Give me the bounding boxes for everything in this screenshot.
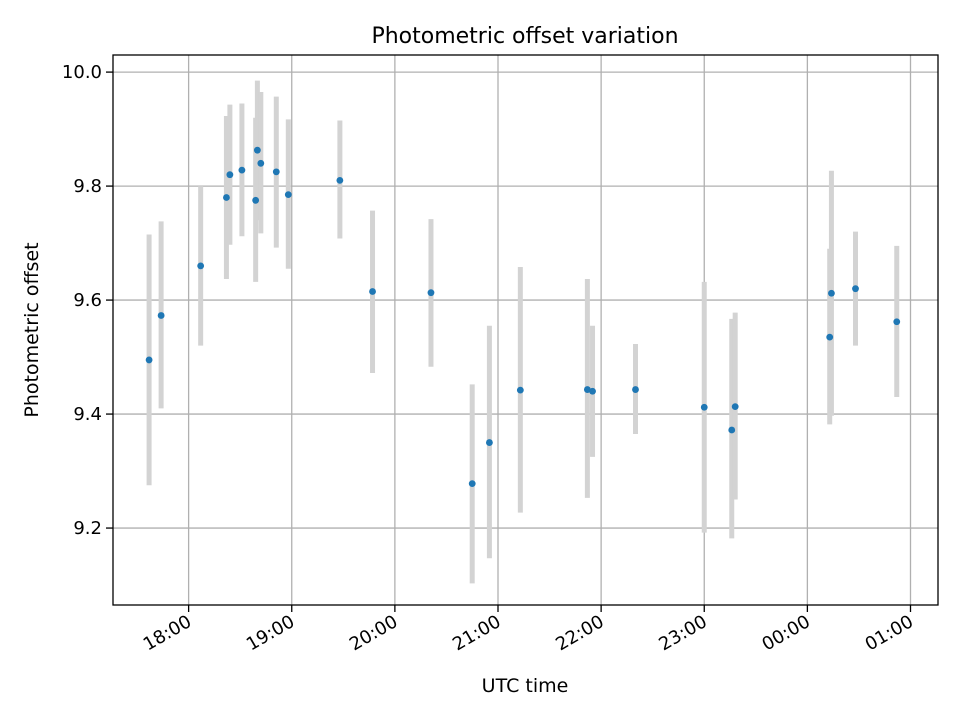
y-tick-label: 9.6 [73, 290, 102, 311]
data-point [284, 191, 292, 199]
y-axis-ticks: 9.2 9.4 9.6 9.8 10.0 [62, 62, 113, 539]
data-point [516, 386, 524, 394]
data-point [589, 387, 596, 395]
data-point [257, 159, 265, 167]
data-point [253, 146, 261, 154]
data-point [145, 356, 153, 364]
data-point [238, 166, 246, 174]
y-axis-label: Photometric offset [21, 242, 43, 417]
chart-title: Photometric offset variation [371, 24, 678, 49]
data-point [632, 386, 639, 393]
y-tick-label: 9.8 [73, 176, 102, 197]
data-point [369, 288, 376, 295]
data-point [852, 285, 859, 293]
data-point [252, 196, 260, 204]
data-point [226, 171, 234, 179]
data-point [583, 386, 591, 393]
data-point [157, 312, 165, 319]
data-point [223, 194, 230, 201]
data-point [731, 403, 739, 411]
data-point [700, 403, 708, 411]
data-point [826, 333, 834, 341]
y-tick-label: 9.4 [73, 404, 102, 425]
data-points [145, 146, 901, 488]
data-point [272, 168, 280, 176]
data-point [828, 289, 835, 297]
data-point [427, 289, 435, 297]
y-tick-label: 9.2 [73, 518, 102, 539]
data-point [893, 318, 901, 326]
y-tick-label: 10.0 [62, 62, 102, 83]
data-point [197, 262, 205, 270]
data-point [468, 480, 476, 488]
data-point [486, 439, 493, 446]
data-point [728, 426, 736, 434]
x-axis-label: UTC time [482, 675, 569, 697]
plot-area-frame [112, 54, 939, 606]
data-point [336, 176, 344, 184]
